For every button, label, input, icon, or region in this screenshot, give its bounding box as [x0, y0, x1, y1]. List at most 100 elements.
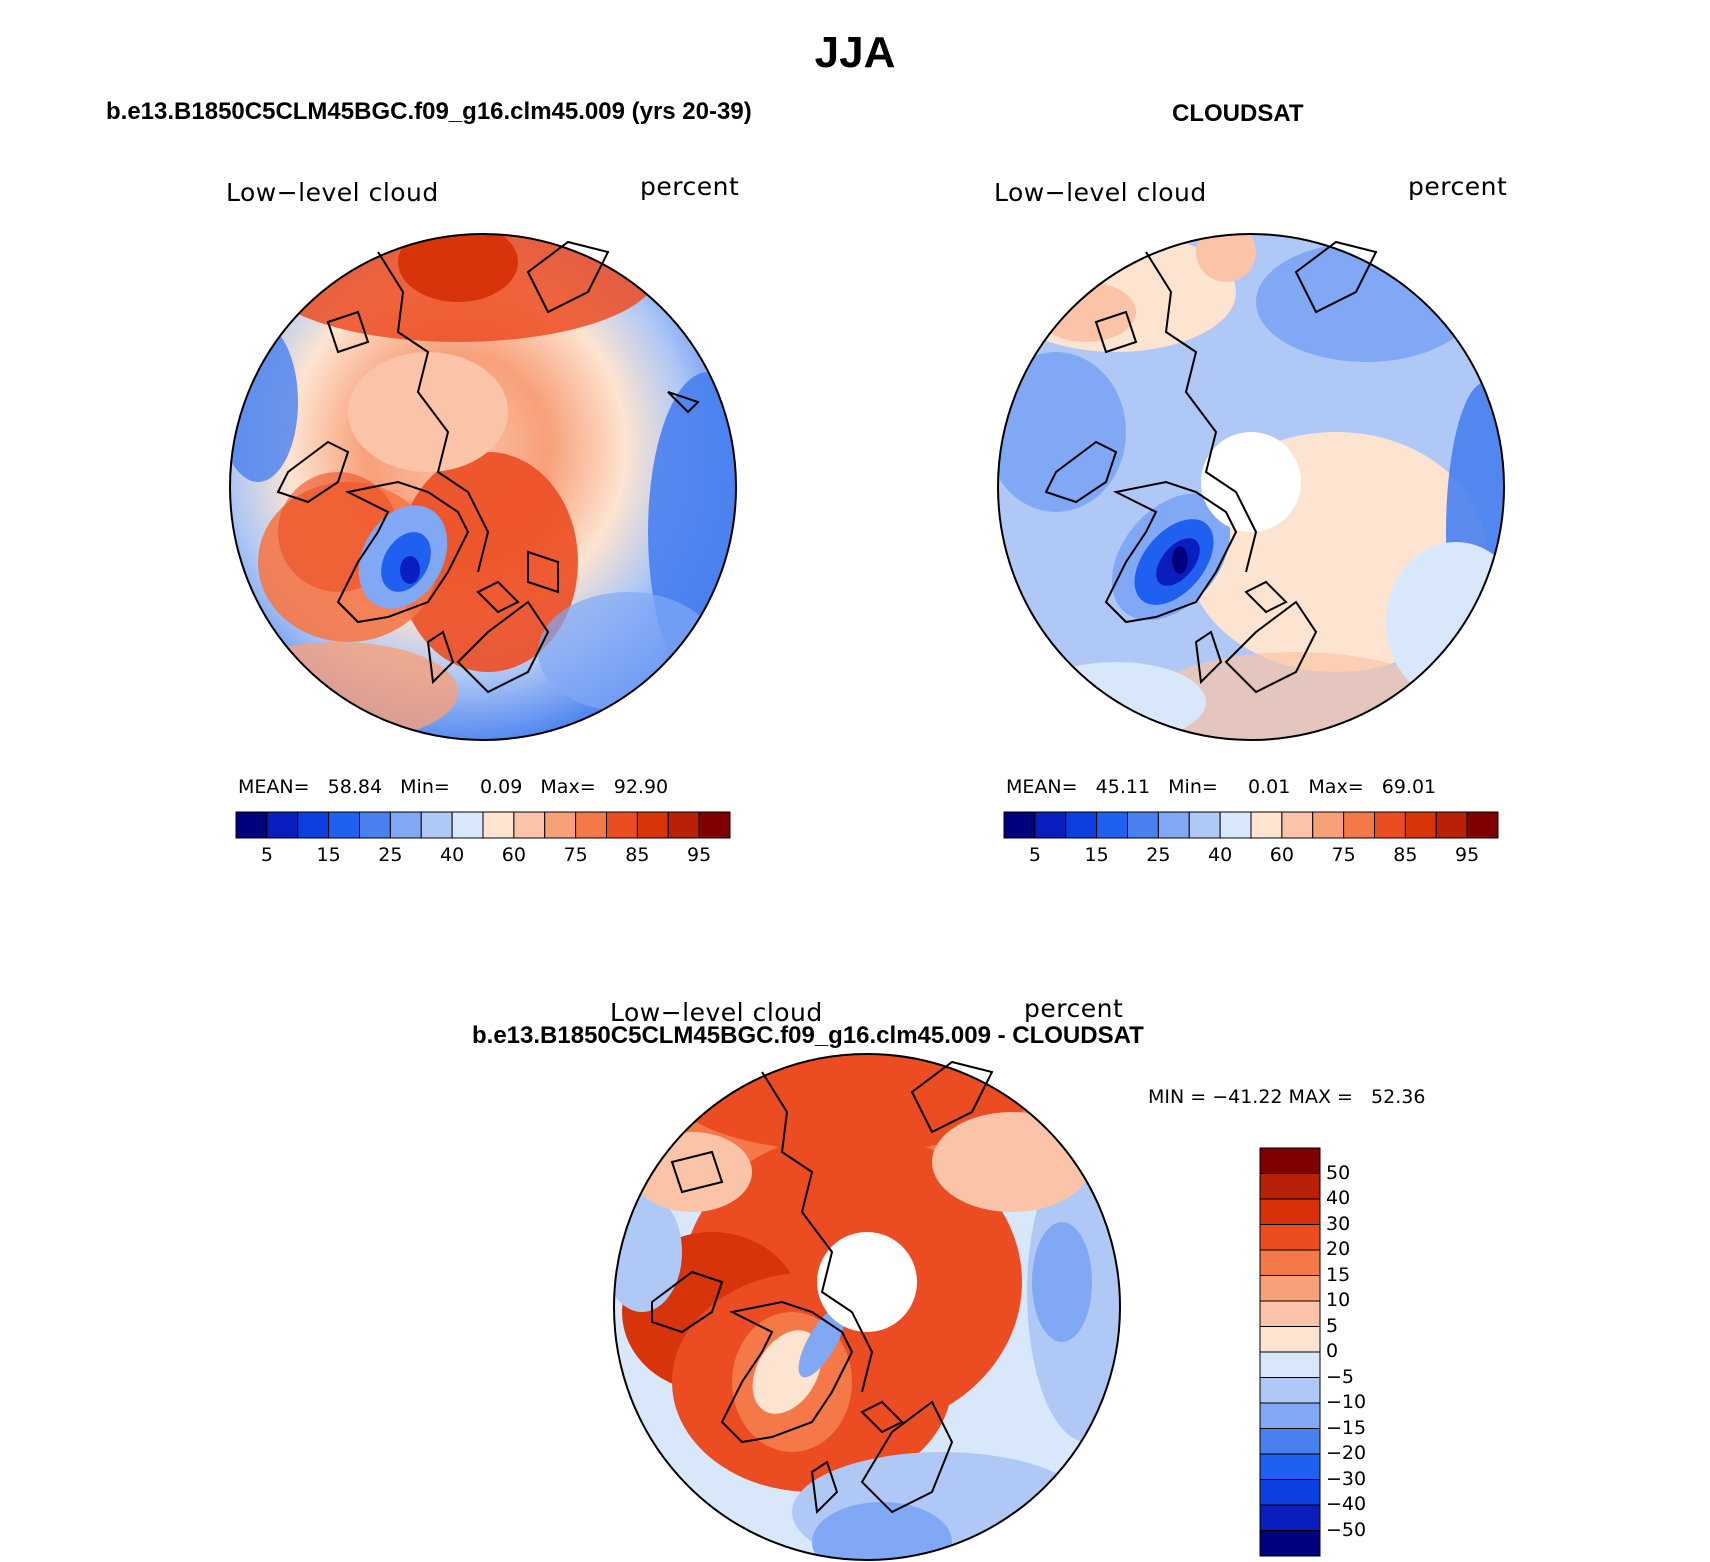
coastlines: [276, 240, 700, 694]
colorbar-swatch: [1065, 811, 1098, 839]
obs-stats: MEAN= 45.11 Min= 0.01 Max= 69.01: [1006, 776, 1437, 798]
colorbar-tick-label: 40: [1208, 844, 1233, 866]
model-polar-map: [229, 233, 737, 741]
colorbar-tick-label: 50: [1326, 1161, 1351, 1184]
colorbar-tick-label: 85: [1393, 844, 1418, 866]
colorbar-swatch: [1343, 811, 1375, 839]
colorbar-swatch: [482, 811, 515, 839]
diff-panel-title: b.e13.B1850C5CLM45BGC.f09_g16.clm45.009 …: [472, 1022, 1144, 1049]
obs-variable-label: Low−level cloud: [994, 178, 1207, 207]
colorbar-swatch: [1259, 1504, 1321, 1531]
obs-polar-map: [997, 233, 1505, 741]
colorbar-tick-label: 40: [440, 844, 465, 866]
colorbar-swatch: [1259, 1428, 1321, 1455]
colorbar-tick-label: 5: [260, 844, 273, 866]
obs-units-label: percent: [1408, 172, 1508, 201]
colorbar-swatch: [235, 811, 268, 839]
colorbar-swatch: [359, 811, 391, 839]
colorbar-swatch: [1259, 1479, 1321, 1506]
colorbar-tick-label: 75: [563, 844, 588, 866]
obs-panel-title: CLOUDSAT: [1172, 100, 1304, 127]
colorbar-tick-label: 15: [1326, 1263, 1351, 1286]
coastlines: [1044, 240, 1378, 694]
colorbar-swatch: [328, 811, 360, 839]
colorbar-swatch: [698, 811, 731, 839]
diff-colorbar: [1259, 1147, 1321, 1557]
colorbar-swatch: [1259, 1326, 1321, 1353]
colorbar-swatch: [1259, 1249, 1321, 1276]
colorbar-swatch: [451, 811, 484, 839]
colorbar-swatch: [575, 811, 607, 839]
model-units-label: percent: [640, 172, 740, 201]
colorbar-swatch: [544, 811, 577, 839]
colorbar-tick-label: 5: [1326, 1314, 1339, 1337]
colorbar-swatch: [1281, 811, 1314, 839]
colorbar-swatch: [1259, 1377, 1321, 1404]
diff-units-label: percent: [1024, 994, 1124, 1023]
colorbar-swatch: [420, 811, 453, 839]
colorbar-tick-label: 85: [625, 844, 650, 866]
colorbar-swatch: [1259, 1351, 1321, 1378]
colorbar-swatch: [667, 811, 700, 839]
colorbar-swatch: [389, 811, 422, 839]
model-variable-label: Low−level cloud: [226, 178, 439, 207]
colorbar-swatch: [1259, 1402, 1321, 1429]
colorbar-swatch: [1259, 1173, 1321, 1200]
colorbar-swatch: [1259, 1300, 1321, 1327]
colorbar-tick-label: 25: [1146, 844, 1171, 866]
colorbar-swatch: [1259, 1224, 1321, 1251]
model-stats: MEAN= 58.84 Min= 0.09 Max= 92.90: [238, 776, 669, 798]
obs-colorbar: [1003, 811, 1499, 839]
colorbar-tick-label: −10: [1326, 1391, 1367, 1413]
colorbar-swatch: [266, 811, 299, 839]
colorbar-swatch: [1259, 1275, 1321, 1302]
colorbar-swatch: [1034, 811, 1067, 839]
colorbar-tick-label: 40: [1326, 1187, 1351, 1209]
colorbar-tick-label: −50: [1326, 1518, 1367, 1541]
colorbar-tick-label: −40: [1326, 1493, 1367, 1515]
colorbar-swatch: [1312, 811, 1345, 839]
colorbar-swatch: [1219, 811, 1252, 839]
colorbar-swatch: [636, 811, 669, 839]
colorbar-tick-label: −15: [1326, 1416, 1367, 1439]
colorbar-swatch: [1466, 811, 1499, 839]
colorbar-tick-label: 10: [1326, 1289, 1351, 1311]
colorbar-swatch: [1259, 1198, 1321, 1225]
colorbar-swatch: [1259, 1530, 1321, 1557]
diff-variable-label: Low−level cloud: [610, 998, 823, 1027]
colorbar-swatch: [606, 811, 638, 839]
colorbar-tick-label: 95: [1455, 844, 1480, 866]
colorbar-swatch: [297, 811, 330, 839]
colorbar-swatch: [1259, 1147, 1321, 1174]
colorbar-swatch: [1250, 811, 1283, 839]
colorbar-swatch: [513, 811, 546, 839]
diff-stats: MIN = −41.22 MAX = 52.36: [1148, 1086, 1426, 1108]
colorbar-swatch: [1259, 1453, 1321, 1480]
colorbar-tick-label: 75: [1331, 844, 1356, 866]
colorbar-tick-label: 60: [501, 844, 526, 866]
colorbar-tick-label: 60: [1269, 844, 1294, 866]
colorbar-tick-label: −5: [1326, 1365, 1355, 1388]
colorbar-tick-label: 15: [1084, 844, 1109, 866]
colorbar-swatch: [1096, 811, 1128, 839]
colorbar-tick-label: 0: [1326, 1340, 1339, 1362]
colorbar-swatch: [1188, 811, 1221, 839]
colorbar-tick-label: 15: [316, 844, 341, 866]
colorbar-swatch: [1404, 811, 1437, 839]
colorbar-tick-label: 5: [1028, 844, 1041, 866]
colorbar-tick-label: 95: [687, 844, 712, 866]
colorbar-tick-label: −30: [1326, 1467, 1367, 1490]
diff-polar-map: [613, 1053, 1121, 1561]
colorbar-tick-label: 30: [1326, 1212, 1351, 1235]
model-panel-title: b.e13.B1850C5CLM45BGC.f09_g16.clm45.009 …: [106, 98, 752, 125]
model-colorbar-labels: 5 15 25 40 60 75 85 95: [236, 844, 730, 870]
colorbar-tick-label: −20: [1326, 1442, 1367, 1464]
figure-title: JJA: [814, 28, 896, 77]
colorbar-swatch: [1157, 811, 1190, 839]
colorbar-swatch: [1003, 811, 1036, 839]
map-boundary: [997, 233, 1505, 741]
model-colorbar: [235, 811, 731, 839]
colorbar-swatch: [1127, 811, 1159, 839]
obs-colorbar-labels: 5 15 25 40 60 75 85 95: [1004, 844, 1498, 870]
diff-colorbar-labels: 50 40 30 20 15 10 5 0 −5 −10 −15 −20 −30 −40 −50: [1326, 1148, 1396, 1556]
